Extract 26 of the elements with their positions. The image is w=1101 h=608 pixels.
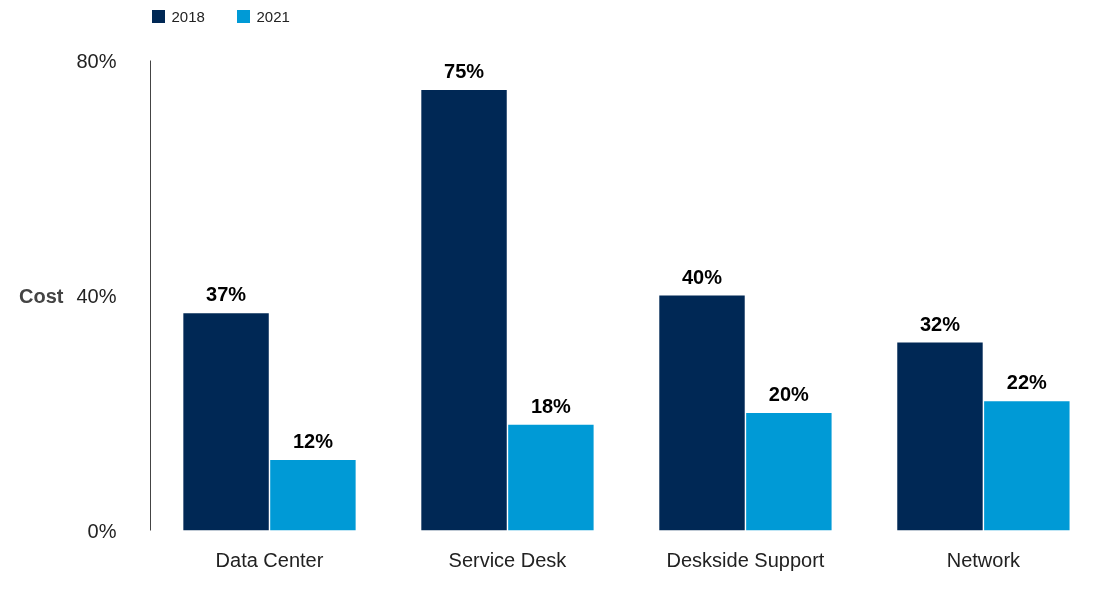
x-tick-label: Data Center: [215, 548, 324, 571]
y-tick-label: 80%: [76, 49, 117, 72]
data-label: 12%: [292, 430, 334, 452]
data-label: 22%: [1006, 371, 1048, 394]
legend-label: 2018: [171, 7, 205, 25]
legend-label: 2021: [256, 7, 290, 25]
x-tick-label: Service Desk: [448, 548, 568, 571]
bar: [659, 295, 745, 531]
x-tick-label: Network: [946, 548, 1022, 571]
data-label: 37%: [206, 283, 247, 306]
data-label: 32%: [919, 312, 961, 335]
bar: [897, 342, 983, 531]
data-label: 18%: [530, 394, 572, 417]
bar: [421, 89, 507, 531]
y-tick-label: 40%: [76, 284, 117, 307]
bar: [746, 413, 832, 531]
bar: [270, 460, 356, 531]
y-axis-title: Cost: [19, 284, 64, 307]
data-label: 20%: [768, 383, 810, 405]
bar: [508, 424, 594, 531]
y-tick-label: 0%: [87, 519, 117, 542]
bar: [183, 313, 269, 531]
bar: [984, 401, 1070, 531]
data-label: 40%: [681, 265, 723, 288]
data-label: 75%: [444, 59, 485, 82]
x-tick-label: Deskside Support: [666, 548, 825, 571]
